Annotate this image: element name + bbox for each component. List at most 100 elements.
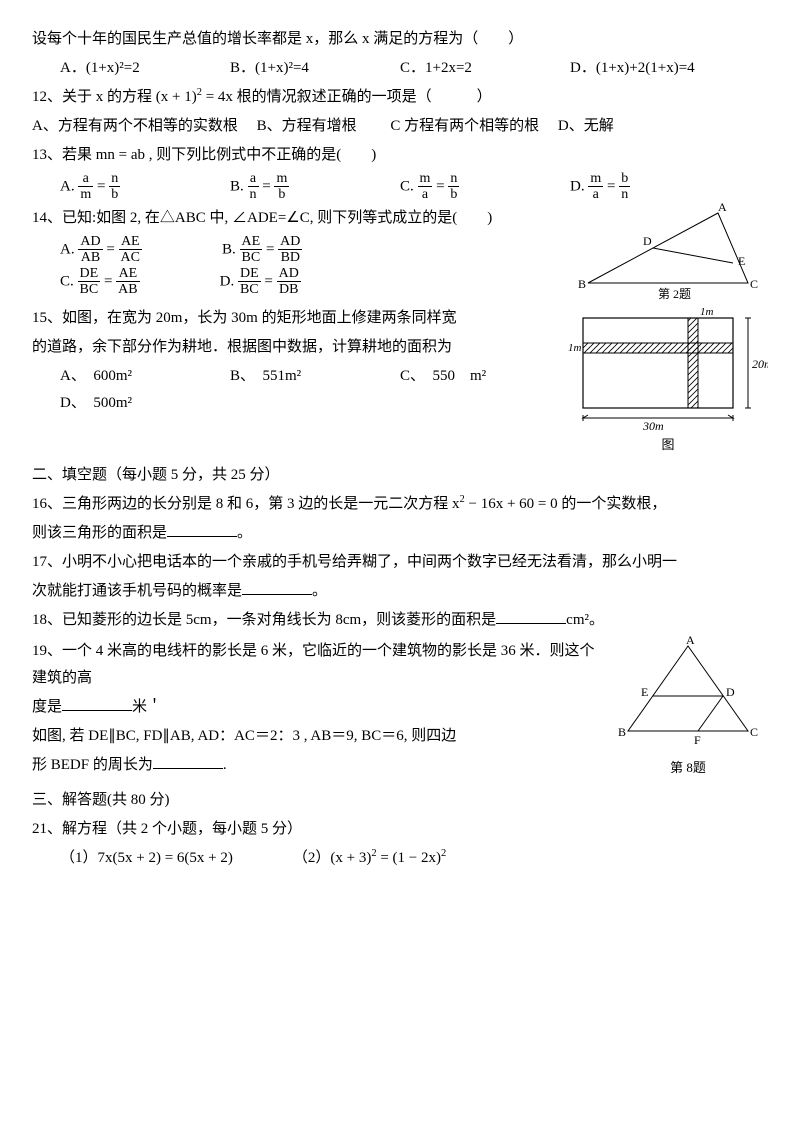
dim-1m-top: 1m [700, 306, 714, 318]
frac-den: AC [119, 250, 142, 265]
q14-a-label: A. [60, 241, 75, 257]
label-e: E [641, 685, 648, 699]
q12-opt-a: A、方程有两个不相等的实数根 [32, 118, 238, 134]
q21-p1: （1）7x(5x + 2) = 6(5x + 2) [60, 845, 233, 872]
q15-line2: 的道路，余下部分作为耕地．根据图中数据，计算耕地的面积为 [32, 334, 558, 361]
q12-stem-a: 12、关于 x 的方程 (x + 1) [32, 89, 197, 105]
blank-input[interactable] [242, 579, 312, 595]
q21-problems: （1）7x(5x + 2) = 6(5x + 2) （2）(x + 3)2 = … [32, 845, 768, 872]
q13-opt-c: C. ma = nb [400, 171, 530, 203]
q21-p2: （2）(x + 3)2 = (1 − 2x)2 [293, 845, 446, 872]
frac-num: AE [240, 234, 263, 250]
q21-head: 21、解方程（共 2 个小题，每小题 5 分） [32, 816, 768, 843]
frac-num: m [274, 171, 289, 187]
q14-opt-d: D. DEBC = ADDB [220, 266, 301, 298]
frac-num: m [588, 171, 603, 187]
q20-l2-text: 形 BEDF 的周长为 [32, 757, 153, 773]
label-e: E [738, 254, 745, 268]
q13-opt-b: B. an = mb [230, 171, 360, 203]
label-d: D [643, 234, 652, 248]
dim-20m: 20m [752, 357, 768, 371]
q14-options-row2: C. DEBC = AEAB D. DEBC = ADDB [32, 266, 558, 298]
q19-b: 度是 [32, 699, 62, 715]
blank-input[interactable] [153, 753, 223, 769]
q13-b-label: B. [230, 178, 244, 194]
q20-l2: 形 BEDF 的周长为. [32, 752, 598, 779]
frac-num: AD [78, 234, 102, 250]
q11-stem: 设每个十年的国民生产总值的增长率都是 x，那么 x 满足的方程为（ ） [32, 26, 768, 53]
section-2-title: 二、填空题（每小题 5 分，共 25 分） [32, 462, 768, 489]
q15-block: 15、如图，在宽为 20m，长为 30m 的矩形地面上修建两条同样宽 的道路，余… [32, 303, 768, 456]
label-a: A [686, 636, 695, 647]
q19-c: 米＇ [132, 699, 162, 715]
frac-num: AD [277, 266, 301, 282]
q18-b: cm²。 [566, 612, 604, 628]
blank-input[interactable] [167, 521, 237, 537]
q17-l1: 17、小明不小心把电话本的一个亲戚的手机号给弄糊了，中间两个数字已经无法看清，那… [32, 549, 768, 576]
q16-line2: 则该三角形的面积是 。 [32, 520, 768, 547]
q15-figure: 30m 20m 1m 1m 图 [568, 303, 768, 456]
triangle-ade-icon: A B C D E 第 2题 [568, 203, 768, 303]
frac-den: DB [277, 282, 301, 297]
q13-opt-a: A. am = nb [60, 171, 190, 203]
frac-den: n [248, 187, 259, 202]
blank-input[interactable] [496, 608, 566, 624]
q14-c-label: C. [60, 273, 74, 289]
q11-options: A．(1+x)²=2 B．(1+x)²=4 C．1+2x=2 D．(1+x)+2… [32, 55, 768, 82]
q16-d: 。 [237, 525, 252, 541]
frac-num: AE [119, 234, 142, 250]
q13-d-label: D. [570, 178, 585, 194]
q12-opt-d: D、无解 [558, 118, 614, 134]
frac-num: b [619, 171, 630, 187]
q14-d-label: D. [220, 273, 235, 289]
dim-1m-left: 1m [568, 342, 582, 354]
q21-p2b: = (1 − 2x) [377, 850, 441, 866]
q12-stem: 12、关于 x 的方程 (x + 1)2 = 4x 根的情况叙述正确的一项是（ … [32, 84, 768, 111]
frac-den: b [109, 187, 120, 202]
q14-stem: 14、已知:如图 2, 在△ABC 中, ∠ADE=∠C, 则下列等式成立的是(… [32, 205, 558, 232]
road-rect-icon: 30m 20m 1m 1m [568, 303, 768, 433]
q15-caption: 图 [568, 433, 768, 456]
q19-l1: 19、一个 4 米高的电线杆的影长是 6 米，它临近的一个建筑物的影长是 36 … [32, 638, 598, 692]
label-b: B [618, 725, 626, 739]
q19-l2: 度是 米＇ [32, 694, 598, 721]
q13-stem: 13、若果 mn = ab , 则下列比例式中不正确的是( ) [32, 142, 768, 169]
q14-b-label: B. [222, 241, 236, 257]
q15-opt-c: C、 550 m² [400, 363, 530, 390]
q20-l1: 如图, 若 DE∥BC, FD∥AB, AD：AC＝2：3 , AB＝9, BC… [32, 723, 598, 750]
q17-l2: 次就能打通该手机号码的概率是 。 [32, 578, 768, 605]
q17-b: 次就能打通该手机号码的概率是 [32, 583, 242, 599]
q20-figure: A B C D E F 第 8题 [608, 636, 768, 779]
q16-b: − 16x + 60 = 0 的一个实数根， [465, 496, 667, 512]
q14-opt-b: B. AEBC = ADBD [222, 234, 302, 266]
q16-c: 则该三角形的面积是 [32, 525, 167, 541]
q14-options-row1: A. ADAB = AEAC B. AEBC = ADBD [32, 234, 558, 266]
frac-den: b [448, 187, 459, 202]
q13-opt-d: D. ma = bn [570, 171, 700, 203]
triangle-defb-icon: A B C D E F [608, 636, 768, 756]
section-3-title: 三、解答题(共 80 分) [32, 787, 768, 814]
frac-den: BC [238, 282, 261, 297]
label-c: C [750, 725, 758, 739]
q18-a: 18、已知菱形的边长是 5cm，一条对角线长为 8cm，则该菱形的面积是 [32, 612, 496, 628]
q20-caption: 第 8题 [608, 756, 768, 779]
frac-num: n [109, 171, 120, 187]
q12-opt-c: C 方程有两个相等的根 [390, 118, 539, 134]
frac-num: a [78, 171, 93, 187]
q17-c: 。 [312, 583, 327, 599]
frac-den: a [588, 187, 603, 202]
frac-den: b [274, 187, 289, 202]
frac-den: AB [78, 250, 102, 265]
frac-den: a [418, 187, 433, 202]
label-a: A [718, 203, 727, 214]
q11-opt-c: C．1+2x=2 [400, 55, 530, 82]
q15-opt-b: B、 551m² [230, 363, 360, 390]
frac-den: BD [278, 250, 302, 265]
blank-input[interactable] [62, 695, 132, 711]
frac-den: BC [240, 250, 263, 265]
q13-c-label: C. [400, 178, 414, 194]
frac-den: n [619, 187, 630, 202]
frac-num: AE [116, 266, 139, 282]
frac-num: m [418, 171, 433, 187]
q13-options: A. am = nb B. an = mb C. ma = nb D. ma =… [32, 171, 768, 203]
